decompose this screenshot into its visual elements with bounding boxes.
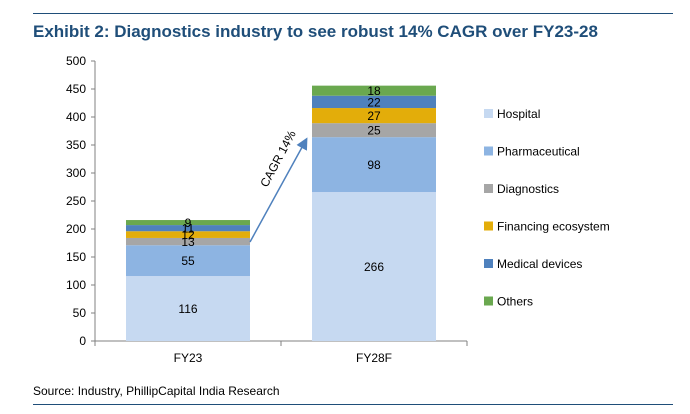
legend-swatch [484,259,493,268]
y-tick-label: 250 [66,194,86,208]
bar-segment [126,276,250,341]
data-label: 266 [364,260,384,274]
y-tick-label: 300 [66,166,86,180]
data-label: 18 [367,84,381,98]
data-label: 55 [181,254,195,268]
data-label: 98 [367,158,381,172]
cagr-annotation: CAGR 14% [257,128,299,190]
legend-label: Medical devices [497,257,582,271]
data-label: 9 [185,216,192,230]
y-tick-label: 400 [66,110,86,124]
bar-segment [312,108,436,124]
legend-swatch [484,184,493,193]
y-tick-label: 450 [66,82,86,96]
legend-swatch [484,221,493,231]
data-label: 12 [181,228,195,242]
data-label: 22 [367,95,381,109]
bar-segment [312,123,436,138]
bar-segment [126,225,250,232]
bar-segment [126,220,250,226]
legend-label: Others [497,295,533,309]
legend-label: Diagnostics [497,182,559,196]
y-tick-label: 0 [79,334,86,348]
legend-swatch [484,109,493,118]
top-rule [33,13,673,14]
y-tick-label: 200 [66,222,86,236]
bar-segment [312,85,436,96]
data-label: 11 [182,222,195,236]
x-tick-label: FY28F [356,351,392,365]
y-tick-label: 350 [66,138,86,152]
bar-segment [126,231,250,238]
y-tick-label: 100 [66,278,86,292]
bars [126,85,436,341]
y-tick-label: 500 [66,54,86,68]
bar-segment [312,137,436,193]
data-label: 116 [178,302,197,316]
legend-label: Financing ecosystem [497,220,610,234]
x-tick-label: FY23 [174,351,203,365]
data-label: 13 [181,235,195,249]
legend: Hospital Pharmaceutical Diagnostics Financi… [484,107,610,309]
y-tick-label: 150 [66,250,86,264]
bottom-rule [33,404,673,405]
legend-label: Pharmaceutical [497,145,580,159]
data-label: 27 [367,109,381,123]
axes: 0 50 100 150 200 250 300 350 400 450 500 FY23 FY28F [66,54,468,365]
bar-segment [312,192,436,341]
cagr-arrow [249,137,308,243]
legend-swatch [484,146,493,156]
legend-label: Hospital [497,107,540,121]
bar-segment [312,95,436,109]
bar-segment [126,237,250,246]
data-label: 25 [367,124,381,138]
y-tick-label: 50 [73,306,87,320]
legend-swatch [484,296,493,306]
bar-segment [126,245,250,277]
source-note: Source: Industry, PhillipCapital India R… [33,384,280,398]
chart-title: Exhibit 2: Diagnostics industry to see r… [33,22,598,41]
